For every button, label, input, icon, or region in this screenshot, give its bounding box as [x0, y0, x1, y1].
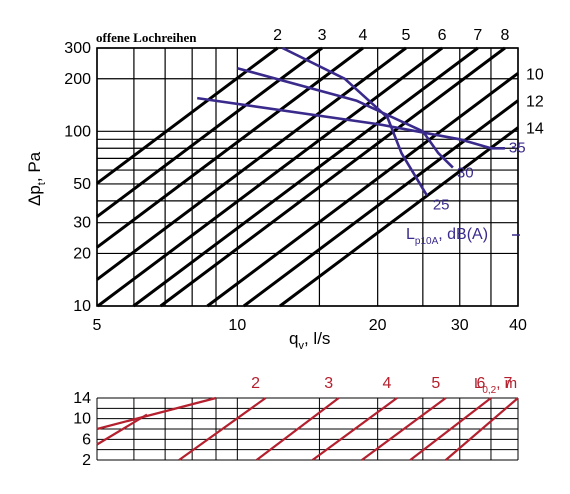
throw-distance-label: 6: [477, 375, 486, 392]
x-tick-label: 10: [228, 317, 246, 334]
throw-line-label: 4: [359, 27, 368, 44]
throw-line: [159, 46, 506, 308]
throw-distance-label: 4: [383, 375, 392, 392]
throw-y-tick-label: 6: [82, 431, 91, 448]
throw-line-label: 6: [438, 27, 447, 44]
main-grid: [96, 47, 519, 307]
throw-grid: [96, 397, 519, 461]
throw-distance-line: [311, 397, 398, 461]
chart-title: offene Lochreihen: [96, 30, 197, 45]
y-tick-label: 20: [73, 245, 91, 262]
throw-distance-label: 5: [431, 375, 440, 392]
throw-line: [96, 46, 364, 249]
throw-y-tick-label: 2: [82, 452, 91, 469]
x-tick-label: 20: [369, 317, 387, 334]
sound-level-curves: [197, 46, 505, 197]
throw-y-tick-label: 14: [73, 390, 91, 407]
throw-line-label: 8: [500, 27, 509, 44]
x-axis-label: qv, l/s: [289, 329, 330, 352]
throw-distance-line: [96, 413, 148, 446]
throw-y-tick-labels: 14 10 6 2: [73, 390, 91, 469]
throw-axis-label: L0,2, m: [474, 375, 517, 396]
throw-distance-label: 7: [504, 375, 513, 392]
throw-line-label: 5: [402, 27, 411, 44]
x-tick-label: 40: [509, 317, 527, 334]
y-axis-label: Δpt, Pa: [25, 151, 48, 206]
throw-line: [242, 99, 519, 308]
throw-line: [96, 46, 324, 218]
throw-distance-lines: [96, 396, 519, 461]
throw-line: [206, 72, 519, 308]
throw-line-label: 2: [273, 27, 282, 44]
throw-line-label: 14: [526, 121, 544, 138]
sound-level-label: 30: [457, 165, 474, 182]
level-axis-label: Lp10A, dB(A): [406, 226, 488, 247]
y-tick-label: 200: [64, 71, 91, 88]
throw-line-label: 3: [318, 27, 327, 44]
throw-distance-line: [361, 397, 447, 461]
throw-distance-label: 3: [324, 375, 333, 392]
x-tick-labels: 5 10 20 30 40: [93, 317, 527, 334]
throw-line: [96, 46, 444, 308]
sound-level-label: 25: [433, 196, 450, 213]
y-tick-label: 100: [64, 123, 91, 140]
throw-distance-line: [445, 397, 519, 461]
throw-line: [132, 46, 479, 308]
throw-y-tick-label: 10: [73, 411, 91, 428]
x-tick-label: 5: [93, 317, 102, 334]
throw-line-label: 12: [526, 94, 544, 111]
throw-line-label: 10: [526, 66, 544, 83]
throw-lines: [96, 46, 519, 308]
throw-line-label: 7: [473, 27, 482, 44]
throw-distance-line: [255, 397, 340, 461]
x-tick-label: 30: [451, 317, 469, 334]
y-tick-label: 50: [73, 176, 91, 193]
throw-distance-line: [96, 396, 217, 431]
throw-line: [279, 126, 519, 308]
sound-level-curve: [197, 96, 505, 150]
throw-line-labels: 2 3 4 5 6 7 8 10 12 14: [273, 27, 544, 138]
throw-distance-line: [178, 397, 267, 461]
y-tick-label: 300: [64, 40, 91, 57]
throw-distance-labels: 2 3 4 5 6 7: [251, 375, 512, 392]
sound-level-labels: 25 30 35: [433, 139, 526, 213]
sound-level-label: 35: [509, 139, 526, 156]
plot-frame: [96, 47, 519, 307]
y-tick-label: 10: [73, 298, 91, 315]
throw-distance-label: 2: [251, 375, 260, 392]
y-tick-labels: 300 200 100 50 30 20 10: [64, 40, 91, 315]
y-tick-label: 30: [73, 215, 91, 232]
sound-level-curve: [281, 46, 429, 197]
throw-distance-line: [409, 397, 492, 461]
throw-chart: 2 3 4 5 6 7 14 10 6 2 L0,2, m: [73, 375, 519, 469]
